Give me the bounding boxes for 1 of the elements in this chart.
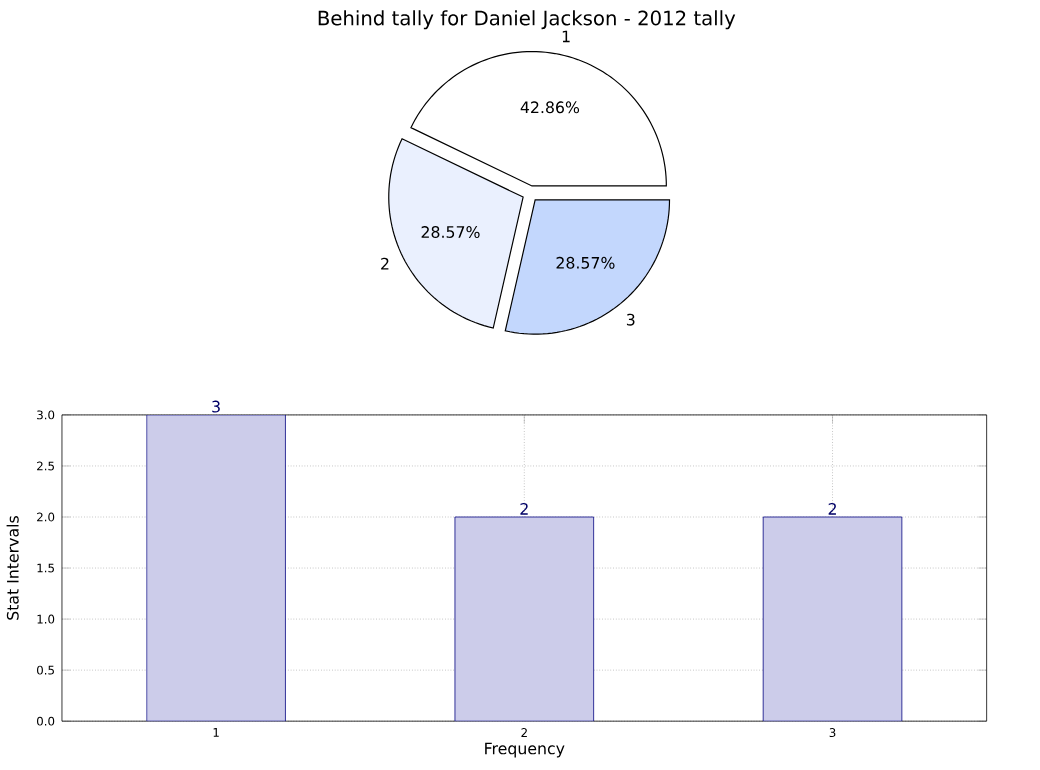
chart-title: Behind tally for Daniel Jackson - 2012 tally bbox=[318, 9, 736, 30]
